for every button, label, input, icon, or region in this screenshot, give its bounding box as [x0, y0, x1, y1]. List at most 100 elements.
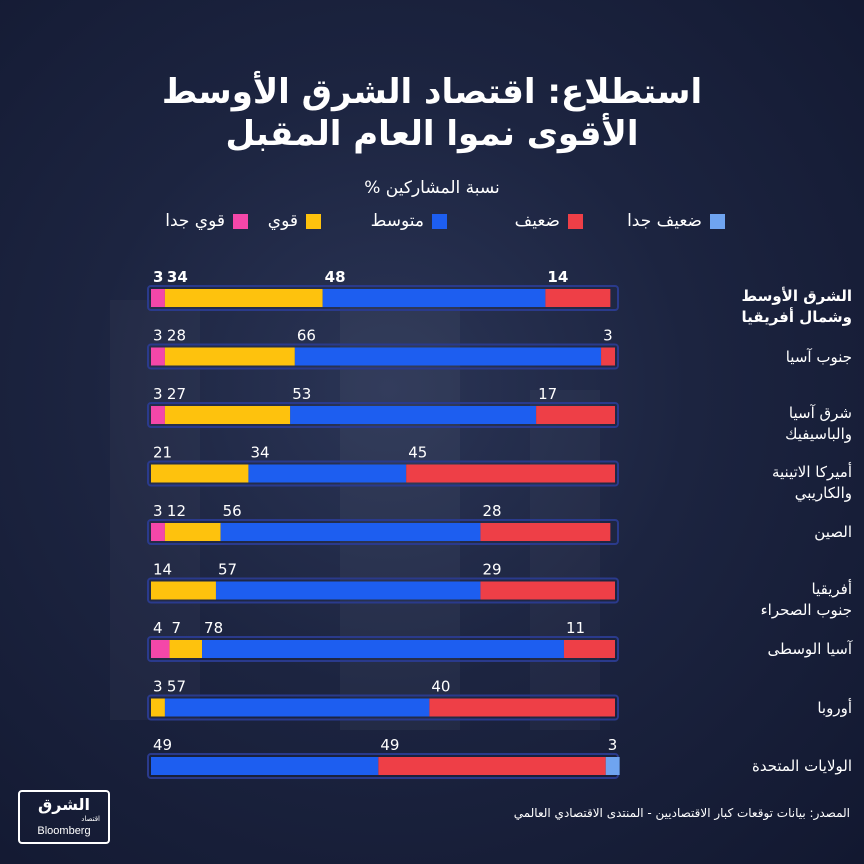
- data-label: 3: [153, 502, 163, 520]
- data-label: 3: [153, 268, 163, 286]
- bar-segment-very-strong: [151, 347, 165, 366]
- category-label: شرق آسيا والباسيفيك: [622, 403, 852, 445]
- bar-segment-medium: [248, 464, 407, 483]
- legend-item-weak: ضعيف: [515, 208, 583, 234]
- data-label: 49: [153, 736, 172, 754]
- bar-outline: [147, 694, 619, 721]
- source-note: المصدر: بيانات توقعات كبار الاقتصاديين -…: [513, 806, 850, 820]
- bar-segment-strong: [151, 464, 249, 483]
- data-label: 34: [167, 268, 188, 286]
- category-label: الشرق الأوسط وشمال أفريقيا: [622, 286, 852, 328]
- bar-segment-very-strong: [151, 289, 165, 307]
- data-label: 7: [172, 619, 182, 637]
- bar-segment-very-strong: [151, 523, 165, 541]
- bar-segment-strong: [164, 289, 323, 307]
- bar-segment-weak: [480, 581, 615, 600]
- data-label: 40: [431, 678, 450, 696]
- bar-outline: [147, 636, 619, 662]
- bar-outline: [147, 577, 619, 604]
- legend-label: ضعيف: [514, 211, 560, 231]
- data-label: 78: [204, 619, 223, 637]
- bar-segment-strong: [164, 406, 291, 424]
- bar-segment-medium: [290, 406, 537, 424]
- bar-segment-strong: [164, 523, 221, 541]
- data-label: 14: [547, 268, 568, 286]
- bar-outline: [147, 460, 619, 487]
- category-label-line: والكاريبي: [794, 483, 852, 502]
- bar-segment-medium: [164, 698, 430, 717]
- bar-outline: [147, 285, 619, 311]
- bar-outline: [147, 402, 619, 428]
- legend-swatch: [710, 213, 725, 229]
- legend-swatch: [233, 213, 248, 229]
- bar-segment-weak: [406, 464, 615, 483]
- category-label-line: آسيا الوسطى: [767, 640, 852, 658]
- category-label: آسيا الوسطى: [622, 639, 852, 660]
- chart-subtitle: نسبة المشاركين %: [364, 178, 500, 198]
- bar-segment-weak: [545, 289, 611, 307]
- data-label: 3: [608, 736, 618, 754]
- logo-sub-text: اقتصاد: [81, 815, 100, 823]
- data-label: 3: [603, 327, 613, 345]
- legend-label: قوي: [267, 211, 298, 231]
- category-label-line: والباسيفيك: [785, 425, 852, 443]
- category-label: جنوب آسيا: [622, 347, 852, 368]
- category-label-line: جنوب آسيا: [785, 347, 852, 366]
- category-label: الصين: [622, 522, 852, 543]
- category-label-line: أوروبا: [817, 698, 852, 717]
- page-title-line-2: الأقوى نموا العام المقبل: [225, 114, 639, 154]
- bar-segment-weak: [378, 757, 606, 775]
- data-label: 53: [292, 385, 311, 403]
- bar-outline: [147, 343, 619, 370]
- data-label: 34: [250, 444, 269, 462]
- data-label: 56: [223, 502, 242, 520]
- category-label-line: جنوب الصحراء: [760, 600, 852, 619]
- data-label: 12: [167, 502, 186, 520]
- data-label: 21: [153, 444, 172, 462]
- category-label-line: شرق آسيا: [788, 404, 852, 422]
- category-label-line: الشرق الأوسط: [741, 287, 852, 305]
- bar-segment-medium: [202, 640, 564, 658]
- bar-segment-strong: [169, 640, 203, 658]
- category-label: الولايات المتحدة: [622, 756, 852, 777]
- data-label: 3: [153, 678, 163, 696]
- data-label: 66: [297, 327, 316, 345]
- category-label-line: الولايات المتحدة: [751, 757, 852, 775]
- bar-segment-weak: [429, 698, 615, 717]
- category-label-line: الصين: [814, 523, 852, 541]
- category-label-line: وشمال أفريقيا: [741, 308, 852, 326]
- data-label: 29: [482, 561, 501, 579]
- data-label: 57: [167, 678, 186, 696]
- data-label: 49: [380, 736, 399, 754]
- legend-swatch: [432, 213, 447, 229]
- data-label: 45: [408, 444, 427, 462]
- legend-swatch: [568, 213, 583, 229]
- category-label: أميركا الاتينية والكاريبي: [622, 462, 852, 504]
- data-label: 17: [538, 385, 557, 403]
- legend-item-very-weak: ضعيف جدا: [627, 208, 725, 234]
- logo-latin-text: Bloomberg: [37, 825, 91, 837]
- data-label: 4: [153, 619, 163, 637]
- data-label: 3: [153, 385, 163, 403]
- bar-segment-medium: [220, 523, 481, 541]
- category-label: أفريقيا جنوب الصحراء: [622, 579, 852, 621]
- bar-segment-strong: [164, 347, 295, 366]
- data-label: 11: [566, 619, 585, 637]
- bar-segment-medium: [294, 347, 602, 366]
- data-label: 57: [218, 561, 237, 579]
- bar-segment-medium: [151, 757, 379, 775]
- bar-segment-very-weak: [605, 757, 620, 775]
- bar-segment-weak: [601, 347, 615, 366]
- data-label: 3: [153, 327, 163, 345]
- legend-item-very-strong: قوي جدا: [165, 208, 248, 234]
- bar-outline: [147, 519, 619, 545]
- legend-label: متوسط: [370, 211, 424, 231]
- category-label: أوروبا: [622, 698, 852, 719]
- bar-segment-medium: [215, 581, 481, 600]
- bar-segment-strong: [151, 698, 165, 717]
- legend-swatch: [306, 213, 321, 229]
- bar-segment-very-strong: [151, 406, 165, 424]
- data-label: 14: [153, 561, 172, 579]
- data-label: 27: [167, 385, 186, 403]
